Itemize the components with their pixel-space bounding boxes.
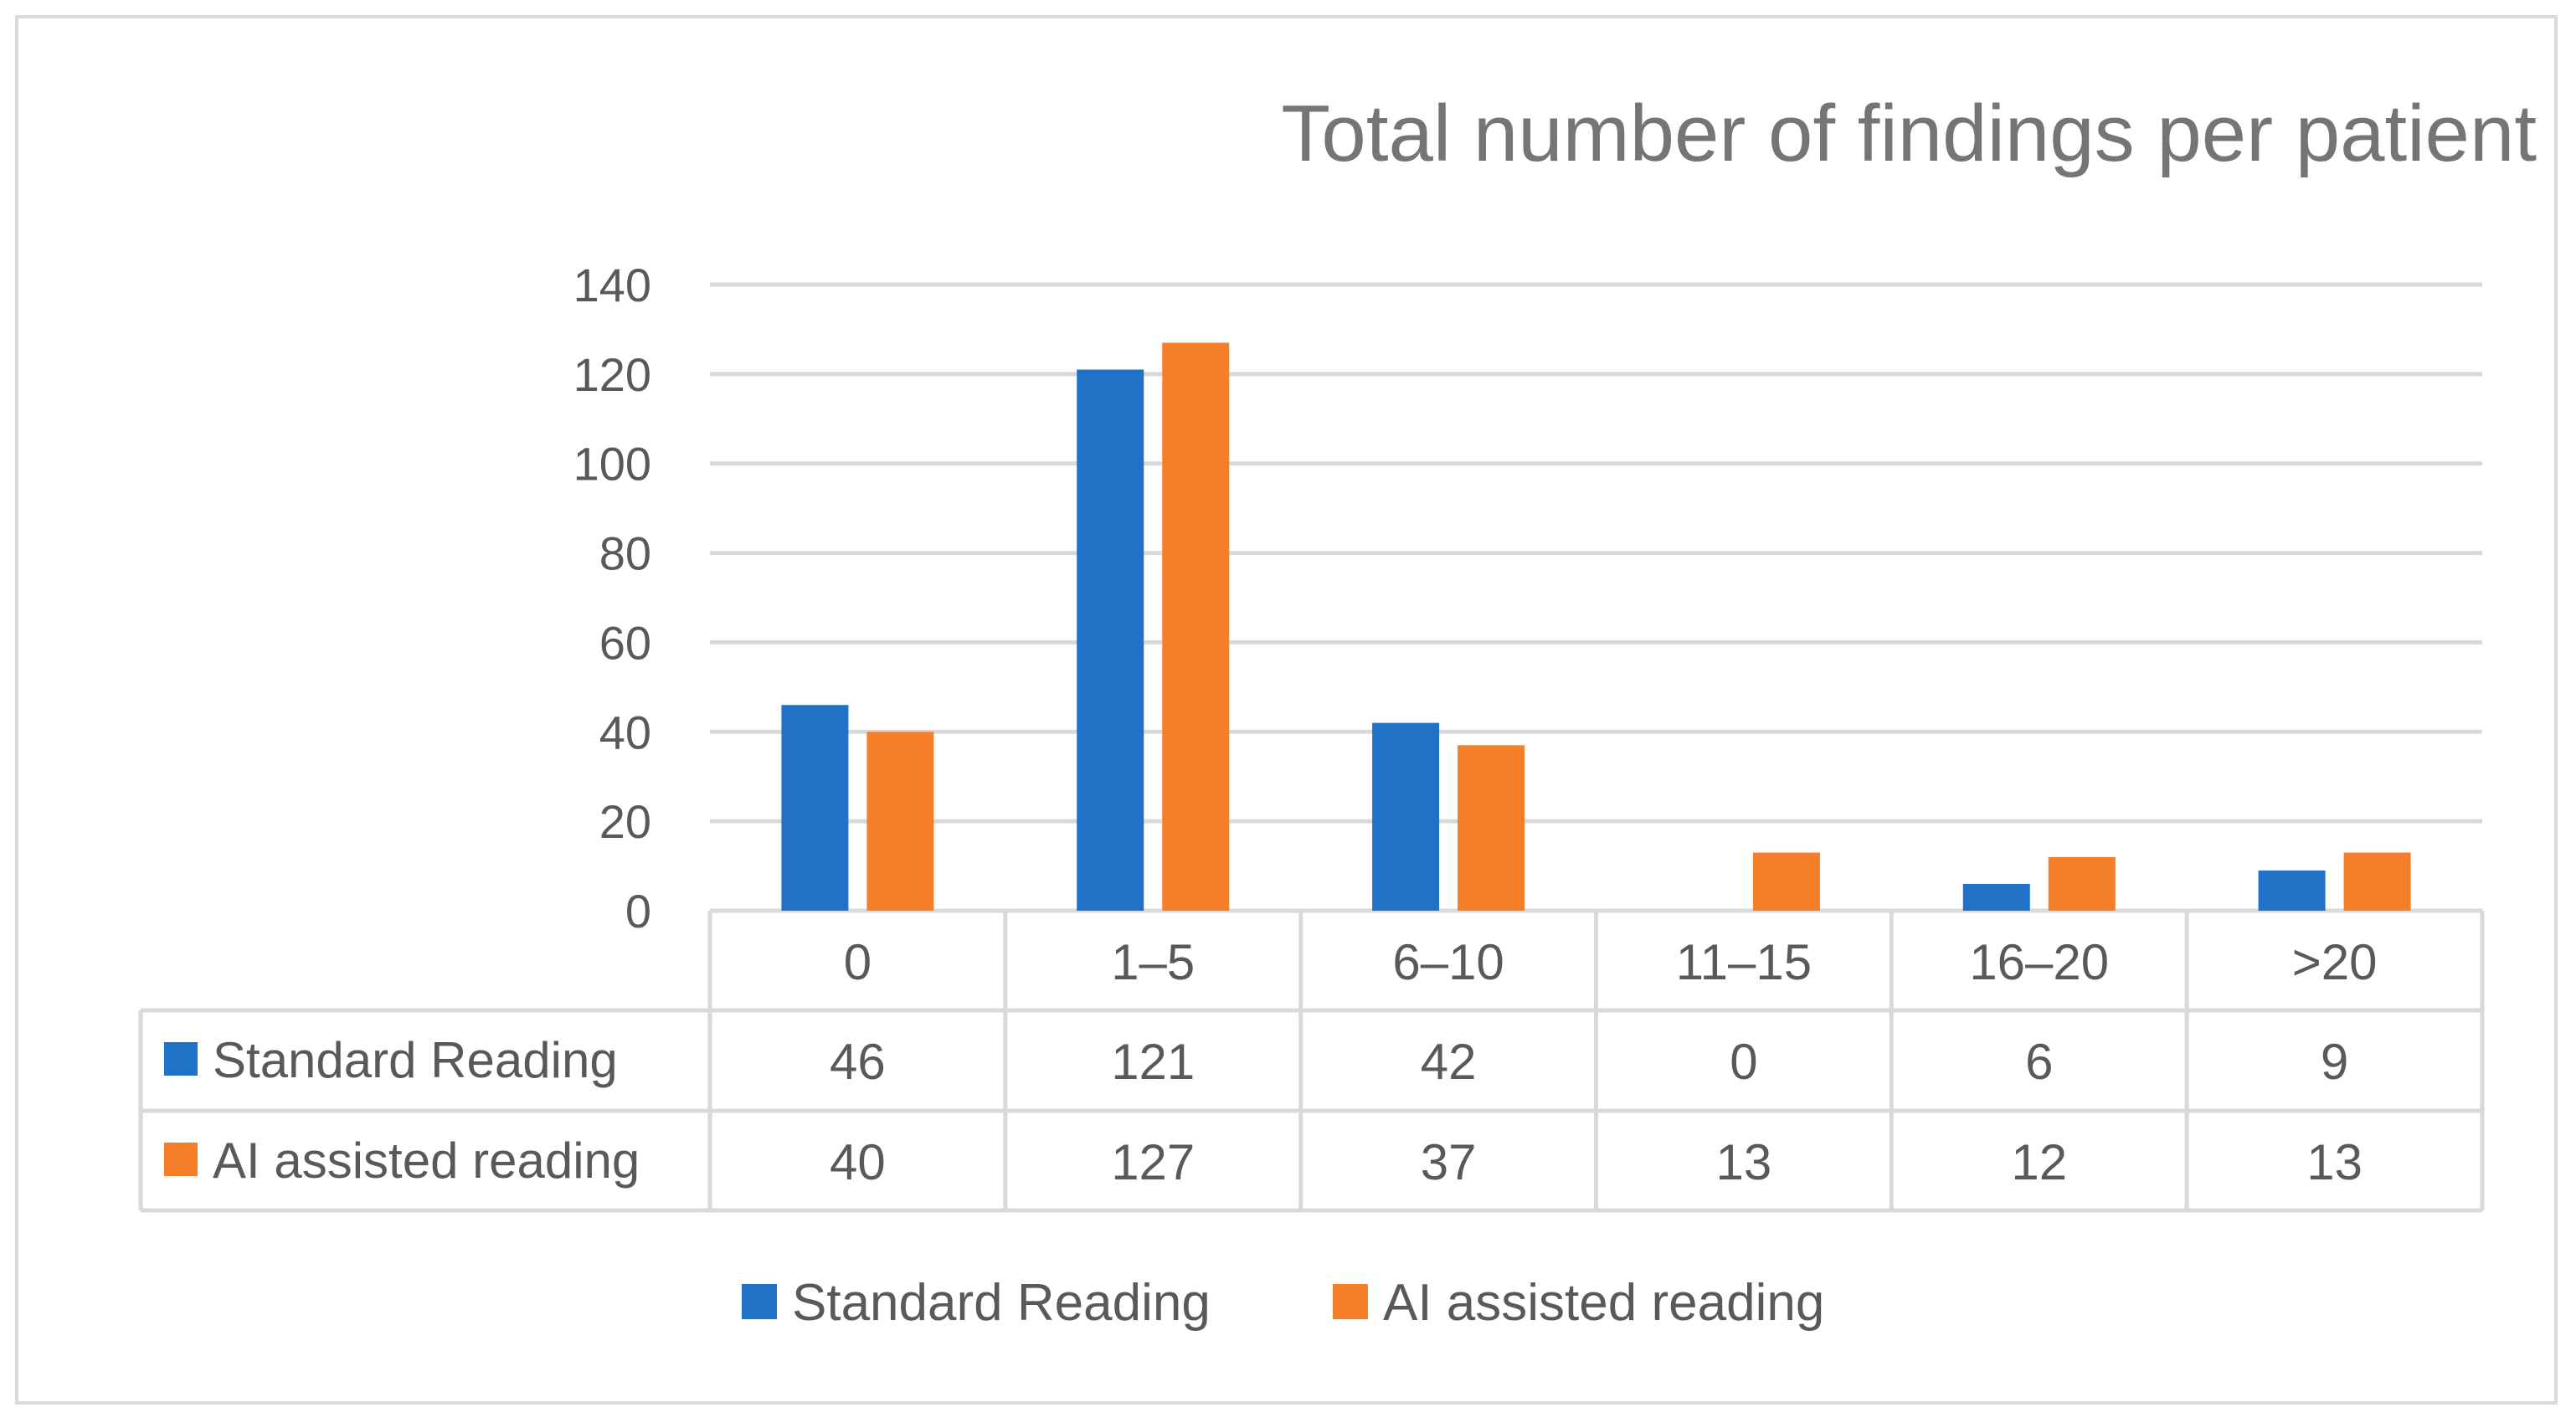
table-legend-key bbox=[164, 1143, 198, 1176]
y-tick-label: 140 bbox=[573, 259, 651, 311]
legend-key bbox=[742, 1284, 777, 1319]
category-label: 6–10 bbox=[1392, 934, 1504, 990]
chart-title: Total number of findings per patient bbox=[1281, 89, 2537, 178]
table-cell-value: 46 bbox=[830, 1034, 886, 1090]
data-table: 0 1–5 6–10 11–15 16–20 >20 Standard Reading 46 1… bbox=[138, 911, 2485, 1213]
bar-ai-2 bbox=[1458, 745, 1525, 911]
chart-frame bbox=[15, 15, 2558, 1405]
table-cell-value: 12 bbox=[2011, 1134, 2067, 1190]
legend-key bbox=[1333, 1284, 1368, 1319]
bar-ai-1 bbox=[1162, 342, 1230, 911]
gridlines bbox=[710, 282, 2482, 913]
table-cell-value: 13 bbox=[2306, 1134, 2363, 1190]
legend-label: Standard Reading bbox=[792, 1274, 1211, 1332]
y-tick-label: 40 bbox=[599, 706, 651, 758]
table-cell-value: 121 bbox=[1111, 1034, 1195, 1090]
bar-standard-5 bbox=[2258, 870, 2326, 911]
table-cell-value: 42 bbox=[1421, 1034, 1477, 1090]
table-cell-value: 6 bbox=[2025, 1034, 2053, 1090]
bar-ai-0 bbox=[866, 732, 934, 911]
bar-standard-1 bbox=[1077, 369, 1144, 911]
legend: Standard Reading AI assisted reading bbox=[742, 1274, 1824, 1332]
y-tick-label: 100 bbox=[573, 438, 651, 491]
table-cell-value: 9 bbox=[2321, 1034, 2348, 1090]
y-tick-label: 120 bbox=[573, 348, 651, 401]
table-series-label: Standard Reading bbox=[213, 1032, 618, 1088]
category-label: >20 bbox=[2292, 934, 2378, 990]
y-axis-ticks: 0 20 40 60 80 100 120 140 bbox=[573, 259, 651, 938]
category-label: 16–20 bbox=[1969, 934, 2109, 990]
table-cell-value: 0 bbox=[1730, 1034, 1757, 1090]
bar-standard-2 bbox=[1372, 722, 1440, 911]
y-tick-label: 60 bbox=[599, 616, 651, 669]
table-cell-value: 40 bbox=[830, 1134, 886, 1190]
table-cell-value: 127 bbox=[1111, 1134, 1195, 1190]
table-cell-value: 37 bbox=[1421, 1134, 1477, 1190]
y-tick-label: 80 bbox=[599, 527, 651, 580]
category-label: 11–15 bbox=[1676, 934, 1812, 990]
category-label: 0 bbox=[844, 934, 872, 990]
bar-ai-3 bbox=[1752, 852, 1820, 911]
bar-standard-0 bbox=[781, 705, 849, 911]
legend-label: AI assisted reading bbox=[1383, 1274, 1824, 1332]
category-label: 1–5 bbox=[1111, 934, 1195, 990]
table-series-label: AI assisted reading bbox=[213, 1133, 640, 1189]
table-legend-key bbox=[164, 1042, 198, 1076]
y-tick-label: 0 bbox=[625, 885, 651, 938]
bar-ai-4 bbox=[2048, 856, 2116, 911]
y-tick-label: 20 bbox=[599, 795, 651, 848]
table-cell-value: 13 bbox=[1716, 1134, 1772, 1190]
bar-ai-5 bbox=[2343, 852, 2411, 911]
bars bbox=[781, 342, 2411, 911]
bar-standard-4 bbox=[1962, 883, 2030, 911]
